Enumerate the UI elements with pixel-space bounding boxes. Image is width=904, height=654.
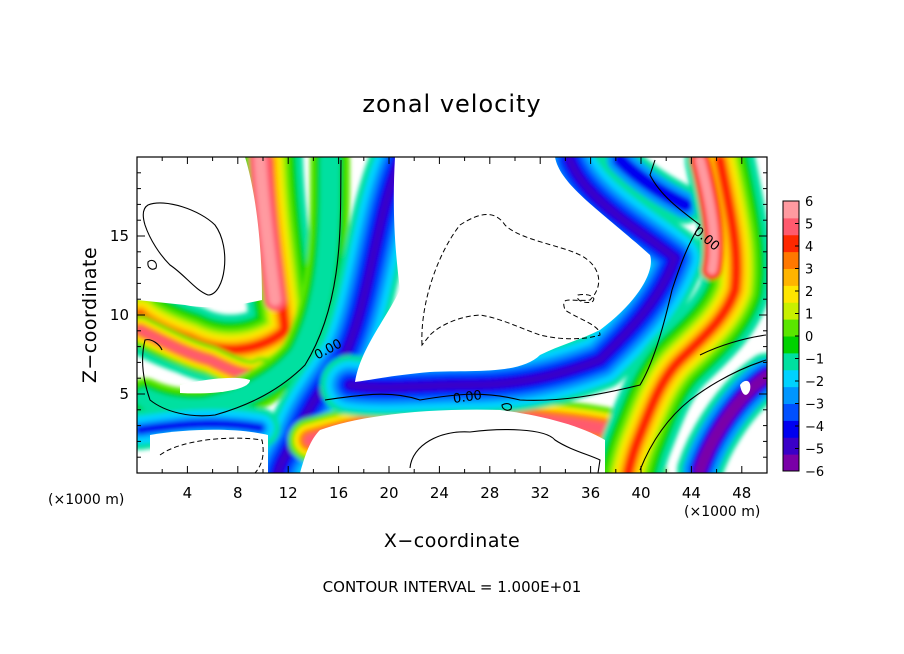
white-cores [137,157,751,473]
colorbar-swatch [783,454,799,472]
colorbar-tick-label: −4 [805,420,824,435]
y-axis-label: Z−coordinate [79,247,101,383]
colorbar-swatch [783,352,799,371]
x-unit-right: (×1000 m) [684,504,760,520]
x-tick-label: 24 [430,484,449,502]
x-tick-label: 36 [581,484,600,502]
y-tick-label: 5 [119,385,129,403]
colorbar-swatch [783,285,799,303]
x-tick-label: 12 [279,484,298,502]
y-tick-labels: 5 10 15 [110,227,129,403]
colorbar-swatch [783,420,799,438]
colorbar-tick-label: −3 [805,398,824,413]
colorbar-swatch [783,319,799,337]
x-tick-labels: 4 8 12 16 20 24 28 32 36 40 44 48 [183,484,752,502]
velocity-bands [137,157,767,473]
colorbar-tick-label: 6 [805,195,813,210]
colorbar-tick-label: 3 [805,263,813,278]
velocity-field [137,157,767,473]
colorbar-swatch [783,437,799,455]
colorbar-tick-label: 0 [805,330,813,345]
colorbar-tick-label: 1 [805,308,813,323]
chart-title: zonal velocity [362,90,541,118]
positive-core-right [695,157,720,275]
x-tick-label: 4 [183,484,193,502]
colorbar-swatch [783,201,799,219]
x-unit-left: (×1000 m) [48,492,124,508]
x-tick-label: 44 [682,484,701,502]
x-tick-label: 20 [379,484,398,502]
x-tick-label: 28 [480,484,499,502]
x-tick-label: 8 [233,484,243,502]
colorbar-swatch [783,217,799,236]
x-axis-label: X−coordinate [384,530,520,552]
negative-jet-right [346,157,679,392]
colorbar-swatch [783,268,799,286]
colorbar-tick-label: −2 [805,375,824,390]
colorbar-swatch [783,234,799,253]
y-tick-label: 15 [110,227,129,245]
x-tick-label: 48 [732,484,751,502]
contour-interval-note: CONTOUR INTERVAL = 1.000E+01 [323,578,582,596]
colorbar-tick-label: 5 [805,218,813,233]
colorbar-labels: 6 5 4 3 2 1 0 −1 −2 −3 −4 −5 −6 [805,195,824,480]
colorbar-swatch [783,302,799,320]
x-tick-label: 40 [631,484,650,502]
contour-lines [141,159,767,473]
dashed-contours [159,214,601,473]
x-tick-label: 32 [531,484,550,502]
colorbar-tick-label: −6 [805,465,824,480]
axis-ticks [137,157,767,473]
negative-bottom-left [137,419,264,434]
positive-jet-right [623,157,742,473]
colorbar-swatch [783,403,799,421]
contour-label-2: 0.00 [452,388,483,407]
colorbar-tick-label: −1 [805,353,824,368]
colorbar-swatch [783,336,799,354]
colorbar-tick-label: −5 [805,443,824,458]
colorbar [782,200,800,472]
x-tick-label: 16 [329,484,348,502]
colorbar-tick-label: 4 [805,240,813,255]
negative-top-right [613,157,692,212]
colorbar-swatch [783,386,799,404]
colorbar-swatch [783,251,799,269]
colorbar-swatch [783,369,799,388]
positive-core-left [254,157,281,306]
y-tick-label: 10 [110,306,129,324]
colorbar-tick-label: 2 [805,285,813,300]
